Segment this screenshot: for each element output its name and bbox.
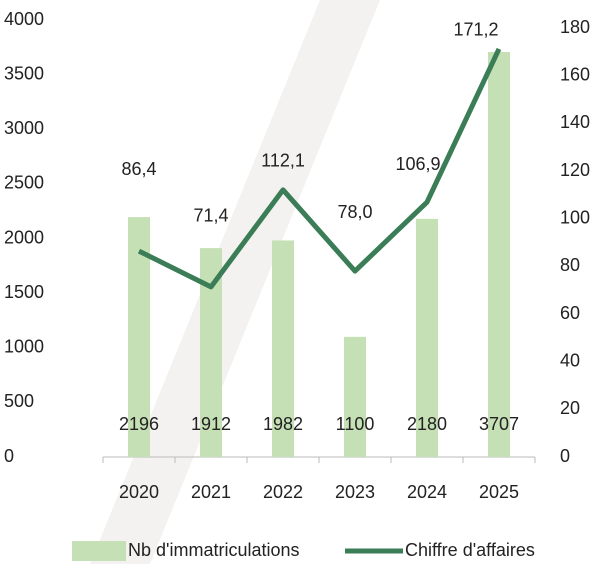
data-label: 2180: [407, 414, 447, 434]
legend-swatch: [72, 541, 126, 561]
data-label: 1982: [263, 414, 303, 434]
x-tick-label: 2025: [479, 482, 519, 502]
bar: [416, 218, 438, 457]
y-tick-label: 2000: [4, 227, 44, 247]
y-tick-label: 2500: [4, 173, 44, 193]
data-label: 171,2: [453, 20, 498, 40]
x-tick-label: 2020: [119, 482, 159, 502]
y2-tick-label: 60: [560, 303, 580, 323]
y-tick-label: 3000: [4, 118, 44, 138]
y-tick-label: 3500: [4, 63, 44, 83]
y2-tick-label: 0: [560, 446, 570, 466]
y-tick-label: 500: [4, 391, 34, 411]
y-tick-label: 4000: [4, 9, 44, 29]
x-tick-label: 2022: [263, 482, 303, 502]
bar: [344, 336, 366, 457]
data-label: 71,4: [193, 206, 228, 226]
y2-tick-label: 20: [560, 398, 580, 418]
x-tick-label: 2023: [335, 482, 375, 502]
bar: [128, 217, 150, 457]
data-label: 86,4: [121, 159, 156, 179]
data-label: 1912: [191, 414, 231, 434]
data-label: 112,1: [261, 151, 305, 171]
bar: [200, 248, 222, 457]
data-label: 2196: [119, 414, 159, 434]
legend-label: Chiffre d'affaires: [405, 540, 535, 560]
y2-tick-label: 180: [560, 17, 590, 37]
bar: [488, 52, 510, 457]
y2-tick-label: 140: [560, 112, 590, 132]
data-label: 1100: [336, 414, 375, 434]
line-series: [137, 47, 502, 290]
x-tick-label: 2024: [407, 482, 447, 502]
y-tick-label: 1000: [4, 337, 44, 357]
x-tick-label: 2021: [191, 482, 231, 502]
bar: [272, 240, 294, 457]
y-tick-label: 0: [4, 446, 14, 466]
y2-tick-label: 80: [560, 255, 580, 275]
y2-tick-label: 160: [560, 64, 590, 84]
y-tick-label: 1500: [4, 282, 44, 302]
y2-tick-label: 100: [560, 207, 590, 227]
background-stripe: [90, 0, 380, 564]
data-label: 3707: [479, 414, 519, 434]
data-label: 78,0: [337, 202, 372, 222]
legend-label: Nb d'immatriculations: [128, 540, 300, 560]
data-label: 106,9: [395, 154, 440, 174]
y2-tick-label: 40: [560, 350, 580, 370]
y2-tick-label: 120: [560, 160, 590, 180]
